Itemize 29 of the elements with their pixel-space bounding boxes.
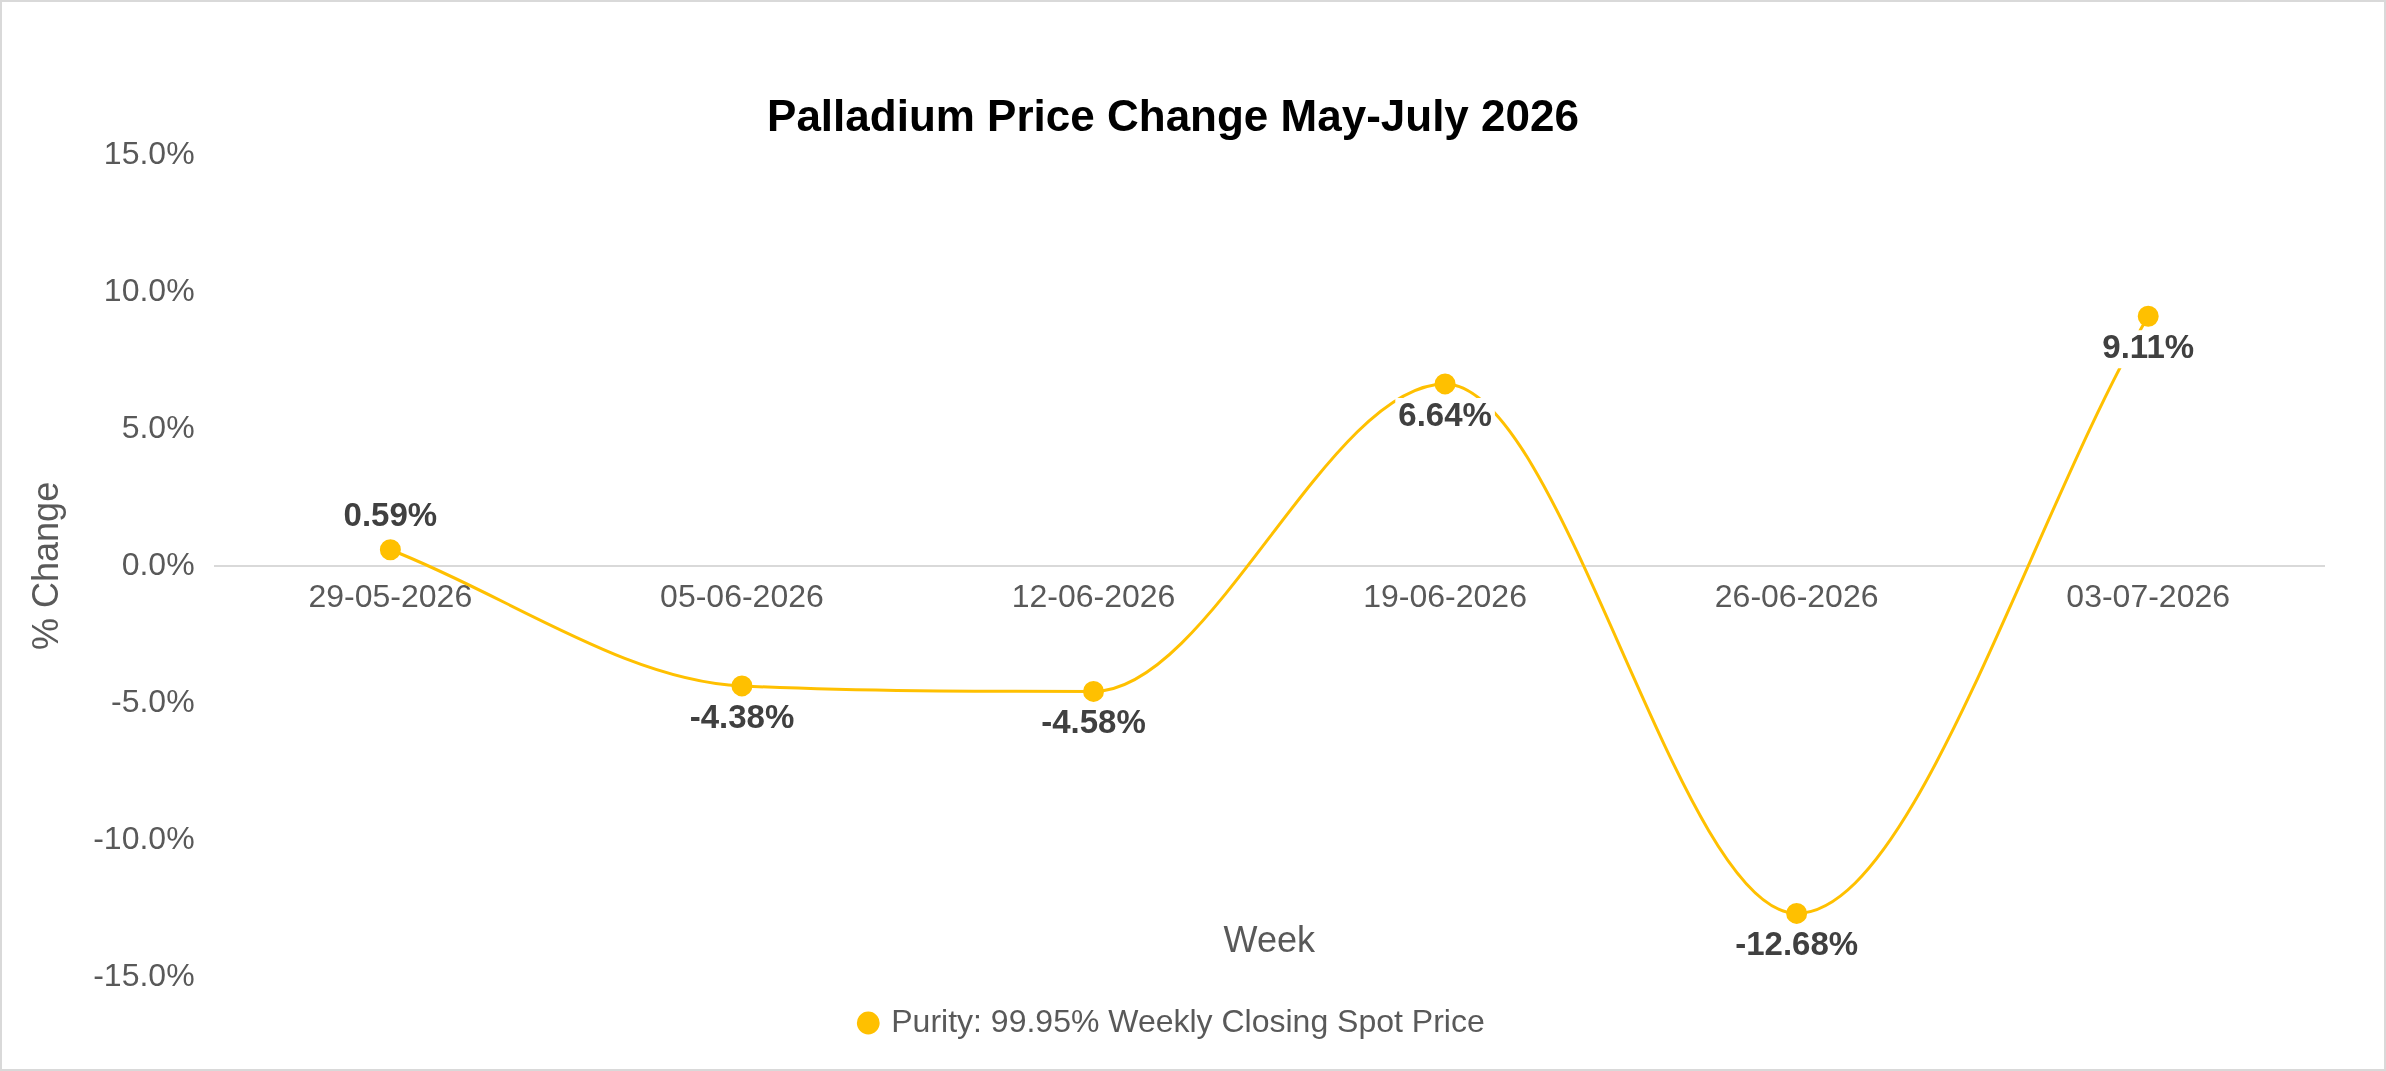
point	[731, 675, 753, 697]
chart-title: Palladium Price Change May-July 2026	[767, 90, 1579, 140]
x-tick-label: 05-06-2026	[660, 577, 824, 614]
point	[1786, 902, 1808, 924]
point	[2137, 305, 2159, 327]
data-label: 6.64%	[1398, 395, 1492, 433]
y-tick-label: 10.0%	[103, 271, 195, 308]
y-tick-label: -10.0%	[93, 819, 195, 856]
x-tick-label: 12-06-2026	[1011, 577, 1176, 614]
data-label: -12.68%	[1735, 925, 1859, 963]
data-label: -4.58%	[1041, 703, 1146, 741]
data-label: 0.59%	[343, 496, 438, 534]
y-tick-label: 15.0%	[103, 134, 195, 171]
data-label: -4.38%	[689, 697, 795, 735]
data-label: 9.11%	[2102, 327, 2195, 365]
y-tick-label: -15.0%	[93, 956, 195, 993]
y-tick-label: -5.0%	[111, 682, 195, 719]
x-tick-label: 03-07-2026	[2066, 577, 2231, 614]
point	[379, 539, 401, 561]
x-tick-label: 19-06-2026	[1363, 577, 1527, 614]
x-axis-title: Week	[1223, 918, 1316, 960]
x-tick-label: 26-06-2026	[1714, 577, 1879, 614]
y-tick-label: 0.0%	[121, 545, 195, 582]
legend-label: Purity: 99.95% Weekly Closing Spot Price	[891, 1002, 1485, 1039]
point	[1083, 680, 1105, 702]
point	[1434, 373, 1456, 395]
y-tick-label: 5.0%	[121, 408, 195, 445]
y-axis-title: % Change	[24, 481, 66, 650]
x-tick-label: 29-05-2026	[308, 577, 473, 614]
